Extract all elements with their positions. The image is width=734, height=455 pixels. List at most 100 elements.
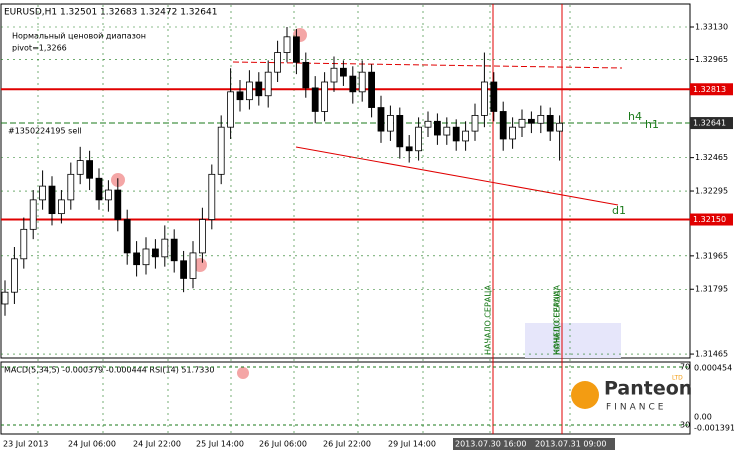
x-tick-label: 24 Jul 22:00: [133, 440, 181, 449]
y-tick-label: 1.31465: [695, 350, 728, 359]
candle-body: [537, 114, 545, 124]
annotation: h1: [645, 118, 659, 131]
level-label: 1.32150: [693, 215, 726, 224]
x-label-box: [533, 438, 615, 450]
candle-body: [518, 118, 526, 128]
candle-body: [58, 199, 65, 215]
candle-body: [208, 173, 216, 220]
candle-body: [349, 75, 357, 93]
candle-body: [10, 258, 18, 293]
x-tick-label: 26 Jul 06:00: [259, 440, 307, 449]
y-tick-label: 1.31965: [695, 251, 728, 260]
candle-body: [180, 260, 188, 279]
candle-body: [283, 36, 291, 53]
x-label-box: [453, 438, 535, 450]
candle-body: [198, 219, 206, 254]
indicator-title: MACD(5,34,5) -0.000379 -0.000444 RSI(14)…: [4, 366, 214, 375]
candle-body: [509, 126, 517, 140]
y-tick-label: 1.32465: [695, 153, 728, 162]
annotation: d1: [612, 204, 626, 217]
y-tick-label: 1.33130: [695, 23, 728, 32]
indicator-tick: 0.00: [694, 413, 712, 422]
candle-body: [368, 71, 376, 108]
candle-body: [433, 120, 441, 136]
candle-body: [396, 114, 404, 148]
y-tick-label: 1.32965: [695, 55, 728, 64]
level-tag: [690, 117, 733, 130]
logo-sub: FINANCE: [606, 403, 666, 413]
candle-body: [528, 118, 535, 124]
x-tick-label: 2013.07.31 09:00: [535, 440, 606, 449]
candle-body: [86, 160, 93, 179]
candle-body: [556, 122, 563, 132]
trend-line: [232, 61, 623, 69]
x-tick-label: 25 Jul 14:00: [196, 440, 244, 449]
candle-body: [95, 177, 103, 201]
candle-body: [170, 238, 178, 262]
annotation: pivot=1,3266: [12, 44, 67, 53]
candle-body: [39, 185, 46, 201]
candle-body: [339, 67, 347, 77]
indicator-tick: -0.001391: [694, 424, 734, 433]
logo-icon: [571, 381, 599, 409]
annotation: НАЧАЛО СЕРАЦА: [484, 285, 493, 355]
annotation: Нормальный ценовой диапазон: [12, 32, 146, 41]
candle-body: [189, 252, 197, 279]
range-box: [525, 323, 621, 358]
annotation: #1350224195 sell: [8, 127, 82, 136]
candle-body: [377, 107, 385, 132]
candle-body: [311, 87, 319, 112]
level-tag: [690, 213, 733, 226]
x-tick-label: 26 Jul 22:00: [323, 440, 371, 449]
candle-body: [321, 81, 329, 112]
candle-body: [358, 71, 366, 93]
x-tick-label: 29 Jul 14:00: [388, 440, 436, 449]
logo-text: Panteon: [604, 378, 692, 400]
candle-body: [76, 160, 84, 175]
candle-body: [471, 114, 479, 132]
candle-body: [236, 91, 244, 101]
x-tick-label: 23 Jul 2013: [3, 440, 48, 449]
candle-body: [114, 189, 122, 220]
main-frame: [0, 3, 691, 359]
candle-body: [105, 189, 112, 201]
candle-body: [133, 252, 141, 266]
candle-body: [48, 185, 56, 215]
level-tag: [690, 83, 733, 96]
candle-body: [443, 126, 451, 136]
candle-body: [330, 67, 338, 83]
candle-body: [462, 130, 470, 142]
candle-body: [499, 111, 507, 140]
candle-body: [292, 36, 300, 63]
candle-body: [480, 81, 488, 116]
annotation: КОНЕЦ СЕРАЦА: [553, 290, 562, 355]
candle-body: [67, 173, 75, 201]
y-tick-label: 1.32295: [695, 187, 728, 196]
logo-tag: LTD: [672, 375, 683, 382]
chart-title: EURUSD,H1 1.32501 1.32683 1.32472 1.3264…: [4, 8, 217, 18]
candle-body: [490, 81, 498, 112]
x-tick-label: 2013.07.30 16:00: [455, 440, 526, 449]
candle-body: [142, 248, 150, 266]
candle-body: [424, 120, 432, 128]
candle-body: [255, 81, 263, 97]
candle-body: [386, 114, 394, 132]
annotation: НАЧАЛО СЕРАЦА: [553, 285, 562, 355]
annotation: h4: [628, 110, 642, 123]
level-label: 1.32641: [693, 119, 726, 128]
candle-body: [29, 199, 37, 230]
marker: [193, 258, 207, 272]
candle-body: [1, 291, 9, 305]
level-label: 1.32813: [693, 85, 726, 94]
candle-body: [452, 126, 460, 142]
candle-body: [123, 219, 131, 254]
candle-body: [264, 71, 272, 97]
candle-body: [274, 52, 282, 73]
y-tick-label: 1.31795: [695, 285, 728, 294]
candle-body: [161, 238, 169, 258]
indicator-frame: [0, 361, 691, 435]
candle-body: [302, 61, 310, 89]
indicator-tick: 0.000454: [694, 364, 732, 373]
